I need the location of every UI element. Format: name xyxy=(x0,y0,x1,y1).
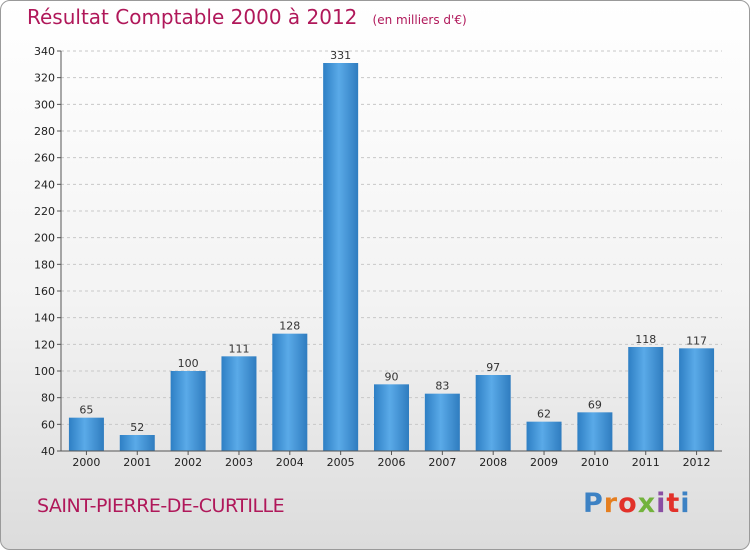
data-label: 69 xyxy=(588,398,602,411)
x-tick-label: 2007 xyxy=(428,456,456,469)
y-tick-label: 140 xyxy=(34,312,55,325)
x-tick-label: 2006 xyxy=(378,456,406,469)
logo-letter: t xyxy=(666,488,681,519)
x-tick-label: 2002 xyxy=(174,456,202,469)
bars: 65 52 100 111 128 331 90 83 97 62 69 118 117 xyxy=(68,49,715,451)
data-label: 52 xyxy=(130,421,144,434)
logo-letter: x xyxy=(637,488,657,519)
y-tick-label: 180 xyxy=(34,258,55,271)
y-tick-label: 160 xyxy=(34,285,55,298)
bar-2010 xyxy=(577,412,613,451)
x-tick-label: 2009 xyxy=(530,456,558,469)
data-label: 117 xyxy=(686,334,707,347)
data-label: 331 xyxy=(330,49,351,62)
data-label: 90 xyxy=(385,370,399,383)
data-label: 118 xyxy=(635,333,656,346)
logo-letter: i xyxy=(656,488,667,519)
data-label: 111 xyxy=(228,342,249,355)
x-tick-label: 2012 xyxy=(683,456,711,469)
y-tick-label: 200 xyxy=(34,232,55,245)
chart-title: Résultat Comptable 2000 à 2012 xyxy=(27,5,358,29)
x-tick-label: 2011 xyxy=(632,456,660,469)
y-tick-label: 120 xyxy=(34,338,55,351)
commune-name: SAINT-PIERRE-DE-CURTILLE xyxy=(37,495,285,517)
x-tick-label: 2010 xyxy=(581,456,609,469)
data-label: 62 xyxy=(537,408,551,421)
y-tick-label: 220 xyxy=(34,205,55,218)
bar-2002 xyxy=(170,371,206,451)
data-label: 65 xyxy=(79,404,93,417)
bar-2001 xyxy=(119,435,155,451)
x-tick-label: 2004 xyxy=(276,456,304,469)
logo-letter: r xyxy=(603,488,619,519)
y-tick-label: 80 xyxy=(41,392,55,405)
axes: 40 60 80 100 120 140 160 180 200 220 240 260 280 300 3… xyxy=(34,45,722,469)
bar-2000 xyxy=(68,417,104,451)
y-tick-label: 100 xyxy=(34,365,55,378)
y-tick-label: 280 xyxy=(34,125,55,138)
data-label: 100 xyxy=(178,357,199,370)
y-tick-label: 260 xyxy=(34,152,55,165)
bar-2005 xyxy=(323,63,359,451)
y-tick-label: 320 xyxy=(34,72,55,85)
data-label: 128 xyxy=(279,320,300,333)
title-row: Résultat Comptable 2000 à 2012 (en milli… xyxy=(27,5,467,29)
bar-2006 xyxy=(374,384,409,451)
bar-2007 xyxy=(424,393,460,451)
x-tick-label: 2001 xyxy=(123,456,151,469)
bar-2003 xyxy=(221,356,257,451)
data-label: 97 xyxy=(486,361,500,374)
x-tick-label: 2005 xyxy=(327,456,355,469)
y-tick-label: 40 xyxy=(41,445,55,458)
bar-2009 xyxy=(526,421,562,451)
bar-2008 xyxy=(475,375,511,451)
proxiti-logo: Proxiti xyxy=(583,488,691,519)
chart-unit: (en milliers d'€) xyxy=(372,13,467,27)
y-tick-label: 240 xyxy=(34,178,55,191)
x-tick-label: 2003 xyxy=(225,456,253,469)
x-tick-label: 2008 xyxy=(479,456,507,469)
x-tick-label: 2000 xyxy=(72,456,100,469)
y-tick-label: 60 xyxy=(41,418,55,431)
bar-2012 xyxy=(679,348,715,451)
logo-letter: P xyxy=(583,488,604,519)
y-tick-label: 340 xyxy=(34,45,55,58)
data-label: 83 xyxy=(435,380,449,393)
logo-letter: i xyxy=(680,488,691,519)
logo-letter: o xyxy=(618,488,638,519)
y-tick-label: 300 xyxy=(34,98,55,111)
bar-2004 xyxy=(272,333,308,451)
bar-2011 xyxy=(628,347,664,451)
